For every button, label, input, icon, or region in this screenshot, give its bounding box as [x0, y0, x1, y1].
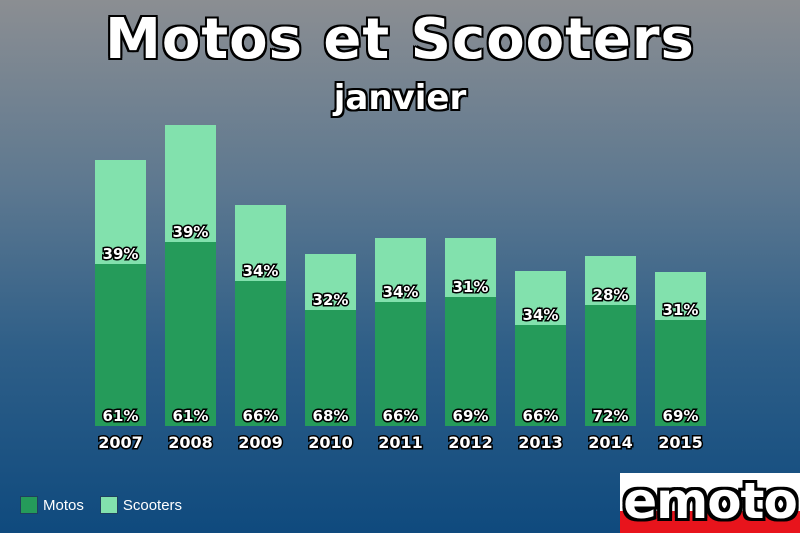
- data-label-scooters-2009: 34%: [243, 262, 279, 280]
- x-tick-label-2011: 2011: [378, 433, 423, 452]
- bar-scooters-2008[interactable]: [165, 125, 216, 242]
- data-label-scooters-2014: 28%: [593, 286, 629, 304]
- data-label-motos-2007: 61%: [103, 407, 139, 425]
- bar-scooters-2007[interactable]: [95, 160, 146, 264]
- bar-scooters-2013[interactable]: [515, 271, 566, 325]
- data-label-motos-2012: 69%: [453, 407, 489, 425]
- logo-red-band: [620, 511, 800, 533]
- x-tick-label-2015: 2015: [658, 433, 703, 452]
- data-label-scooters-2013: 34%: [523, 306, 559, 324]
- chart-subtitle: janvier: [333, 78, 467, 118]
- data-label-motos-2014: 72%: [593, 407, 629, 425]
- bar-motos-2008[interactable]: [165, 242, 216, 426]
- bar-motos-2012[interactable]: [445, 297, 496, 426]
- bar-scooters-2014[interactable]: [585, 256, 636, 305]
- bar-scooters-2011[interactable]: [375, 238, 426, 302]
- bar-scooters-2009[interactable]: [235, 205, 286, 281]
- legend-label-scooters: Scooters: [122, 496, 183, 514]
- data-label-scooters-2012: 31%: [453, 278, 489, 296]
- data-label-scooters-2007: 39%: [103, 245, 139, 263]
- data-label-scooters-2015: 31%: [663, 301, 699, 319]
- emoto-logo[interactable]: emoto: [620, 473, 800, 533]
- legend-item-motos[interactable]: Motos: [20, 496, 84, 514]
- logo-text: emoto: [623, 473, 798, 530]
- data-label-motos-2015: 69%: [663, 407, 699, 425]
- legend-swatch-motos: [20, 496, 38, 514]
- data-label-motos-2008: 61%: [173, 407, 209, 425]
- chart-title: Motos et Scooters: [105, 7, 695, 72]
- data-label-scooters-2011: 34%: [383, 283, 419, 301]
- chart-legend: Motos Scooters: [20, 496, 198, 514]
- data-label-scooters-2008: 39%: [173, 223, 209, 241]
- bar-motos-2010[interactable]: [305, 310, 356, 426]
- x-tick-label-2014: 2014: [588, 433, 633, 452]
- bar-motos-2011[interactable]: [375, 302, 426, 426]
- legend-swatch-scooters: [99, 496, 118, 514]
- legend-label-motos: Motos: [43, 496, 84, 514]
- data-label-motos-2013: 66%: [523, 407, 559, 425]
- bar-motos-2014[interactable]: [585, 305, 636, 426]
- bar-motos-2013[interactable]: [515, 325, 566, 426]
- x-tick-label-2007: 2007: [98, 433, 143, 452]
- data-label-scooters-2010: 32%: [313, 291, 349, 309]
- bar-scooters-2015[interactable]: [655, 272, 706, 320]
- bar-motos-2007[interactable]: [95, 264, 146, 426]
- data-label-motos-2010: 68%: [313, 407, 349, 425]
- x-tick-label-2013: 2013: [518, 433, 563, 452]
- bar-motos-2009[interactable]: [235, 281, 286, 426]
- x-tick-label-2010: 2010: [308, 433, 353, 452]
- bar-motos-2015[interactable]: [655, 320, 706, 426]
- bar-scooters-2012[interactable]: [445, 238, 496, 297]
- x-tick-label-2009: 2009: [238, 433, 283, 452]
- data-label-motos-2009: 66%: [243, 407, 279, 425]
- bar-scooters-2010[interactable]: [305, 254, 356, 310]
- x-tick-label-2008: 2008: [168, 433, 213, 452]
- data-label-motos-2011: 66%: [383, 407, 419, 425]
- legend-item-scooters[interactable]: Scooters: [99, 496, 183, 514]
- x-tick-label-2012: 2012: [448, 433, 493, 452]
